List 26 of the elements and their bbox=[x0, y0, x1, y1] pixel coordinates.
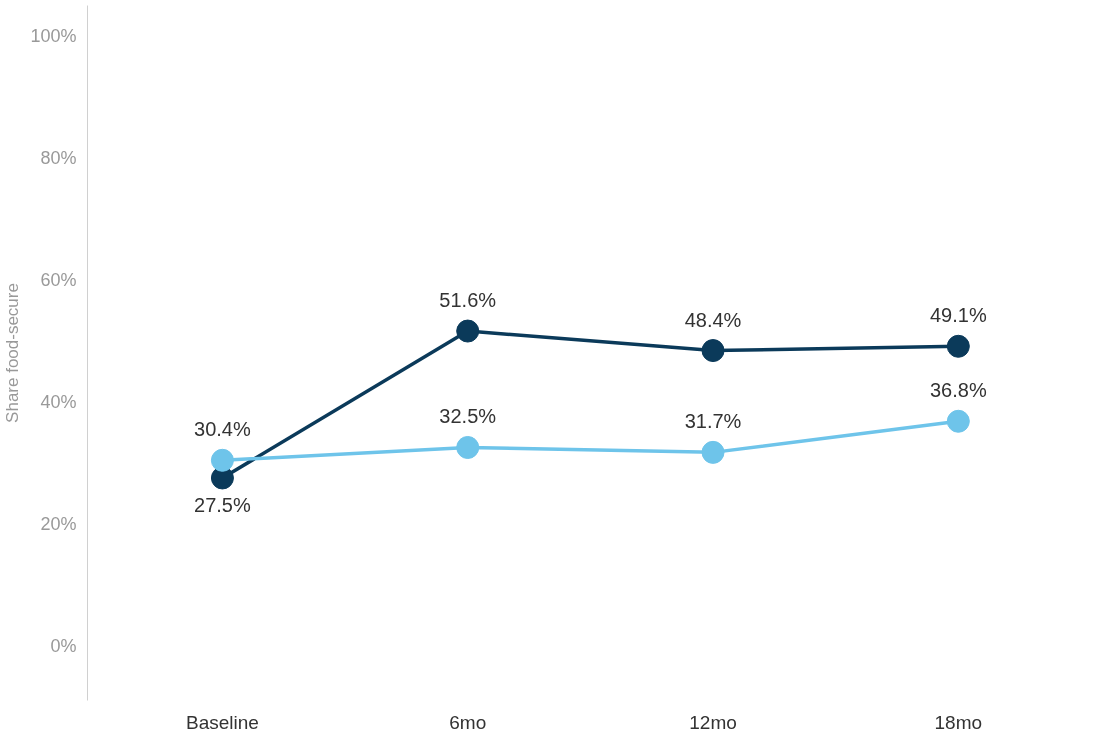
x-tick-label: 6mo bbox=[449, 711, 487, 733]
point bbox=[701, 440, 725, 464]
data-label: 48.4% bbox=[684, 308, 742, 331]
y-axis-title: Share food-secure bbox=[3, 283, 23, 423]
data-label: 30.4% bbox=[194, 418, 251, 441]
y-tick-label: 80% bbox=[40, 147, 77, 168]
point bbox=[210, 448, 234, 472]
data-label: 32.5% bbox=[439, 405, 497, 428]
data-label: 31.7% bbox=[684, 410, 742, 433]
data-label: 49.1% bbox=[929, 304, 987, 327]
y-tick-label: 0% bbox=[50, 635, 77, 656]
point bbox=[946, 409, 970, 433]
y-tick-label: 20% bbox=[40, 513, 77, 534]
x-tick-label: 12mo bbox=[689, 711, 737, 733]
point bbox=[946, 334, 970, 358]
y-tick-label: 100% bbox=[30, 25, 77, 46]
point bbox=[456, 436, 480, 459]
point bbox=[701, 339, 725, 363]
data-label: 27.5% bbox=[194, 493, 251, 516]
y-tick-label: 40% bbox=[40, 391, 77, 412]
data-label: 36.8% bbox=[929, 379, 987, 402]
y-tick-label: 60% bbox=[40, 269, 77, 290]
x-tick-label: 18mo bbox=[934, 711, 983, 733]
point bbox=[456, 319, 480, 343]
data-label: 51.6% bbox=[439, 289, 497, 312]
x-tick-label: Baseline bbox=[185, 711, 259, 733]
